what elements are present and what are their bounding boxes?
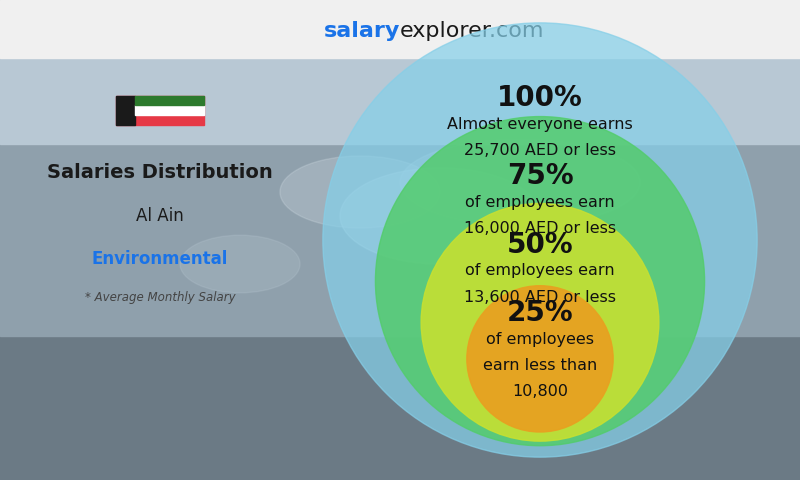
Text: Almost everyone earns: Almost everyone earns: [447, 117, 633, 132]
Bar: [135, 105, 204, 116]
Text: of employees earn: of employees earn: [465, 195, 615, 210]
Text: of employees: of employees: [486, 332, 594, 347]
Ellipse shape: [400, 139, 640, 226]
Text: 10,800: 10,800: [512, 384, 568, 399]
Circle shape: [421, 204, 659, 441]
Text: 50%: 50%: [506, 230, 574, 259]
Ellipse shape: [180, 235, 300, 293]
Bar: [0, 58, 800, 144]
Text: explorer.com: explorer.com: [400, 21, 545, 41]
Text: 16,000 AED or less: 16,000 AED or less: [464, 221, 616, 236]
Ellipse shape: [280, 156, 440, 228]
Bar: [0, 144, 800, 336]
Text: * Average Monthly Salary: * Average Monthly Salary: [85, 291, 235, 304]
Text: 25,700 AED or less: 25,700 AED or less: [464, 144, 616, 158]
Bar: [0, 336, 800, 480]
Text: 75%: 75%: [506, 162, 574, 190]
Text: of employees earn: of employees earn: [465, 264, 615, 278]
Circle shape: [467, 286, 613, 432]
Circle shape: [323, 23, 757, 457]
Text: Environmental: Environmental: [92, 250, 228, 268]
Text: salary: salary: [324, 21, 400, 41]
Text: Salaries Distribution: Salaries Distribution: [47, 163, 273, 182]
Text: 25%: 25%: [506, 299, 574, 327]
Bar: [0, 0, 800, 58]
Bar: [116, 96, 135, 125]
Bar: [135, 96, 204, 105]
Text: 100%: 100%: [497, 84, 583, 112]
Circle shape: [375, 117, 705, 446]
Bar: [116, 96, 204, 125]
Text: Al Ain: Al Ain: [136, 207, 184, 225]
Text: 13,600 AED or less: 13,600 AED or less: [464, 289, 616, 305]
Ellipse shape: [340, 168, 540, 264]
Text: earn less than: earn less than: [483, 358, 597, 373]
